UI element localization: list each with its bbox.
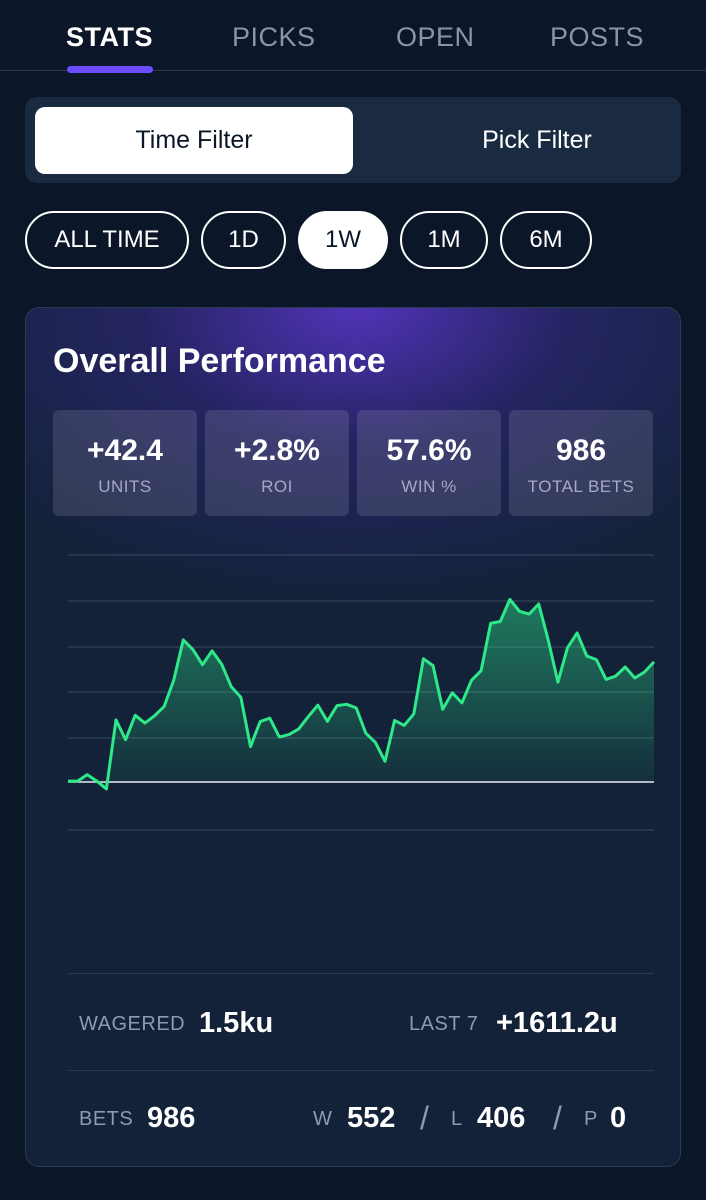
performance-card: Overall Performance +42.4 UNITS +2.8% RO… bbox=[25, 307, 681, 1167]
bets-label: BETS bbox=[79, 1108, 134, 1130]
tab-open[interactable]: OPEN bbox=[396, 22, 475, 52]
losses-label: L bbox=[451, 1108, 463, 1130]
units-chart bbox=[68, 554, 656, 831]
stat-total-bets: 986 TOTAL BETS bbox=[509, 410, 653, 516]
range-6m-button[interactable]: 6M bbox=[500, 211, 592, 269]
chart-area bbox=[68, 599, 654, 789]
stat-label: WIN % bbox=[401, 477, 457, 496]
chart-line bbox=[68, 597, 656, 791]
stat-win-pct: 57.6% WIN % bbox=[357, 410, 501, 516]
tab-stats[interactable]: STATS bbox=[66, 22, 153, 52]
stat-value: +2.8% bbox=[234, 434, 320, 467]
separator: / bbox=[553, 1100, 563, 1136]
active-tab-indicator bbox=[67, 66, 153, 73]
tab-posts[interactable]: POSTS bbox=[550, 22, 645, 52]
range-1d-button[interactable]: 1D bbox=[201, 211, 286, 269]
top-tab-bar: STATS PICKS OPEN POSTS bbox=[0, 0, 706, 73]
last-period-label: LAST 7 bbox=[409, 1013, 479, 1035]
stat-value: 986 bbox=[555, 434, 607, 467]
pushes-value: 0 bbox=[610, 1102, 627, 1134]
card-title: Overall Performance bbox=[53, 342, 386, 380]
stat-value: 57.6% bbox=[386, 434, 472, 467]
time-filter-button[interactable]: Time Filter bbox=[35, 107, 353, 174]
stat-value: +42.4 bbox=[87, 434, 163, 467]
range-all-time-button[interactable]: ALL TIME bbox=[25, 211, 189, 269]
stat-label: ROI bbox=[261, 477, 293, 496]
losses-value: 406 bbox=[477, 1102, 526, 1134]
separator: / bbox=[420, 1100, 430, 1136]
wins-value: 552 bbox=[347, 1102, 396, 1134]
wagered-label: WAGERED bbox=[79, 1013, 186, 1035]
pick-filter-button[interactable]: Pick Filter bbox=[482, 126, 592, 154]
wagered-value: 1.5ku bbox=[199, 1007, 274, 1039]
range-1w-button[interactable]: 1W bbox=[298, 211, 388, 269]
filter-toggle: Time Filter Pick Filter bbox=[25, 97, 681, 183]
stat-units: +42.4 UNITS bbox=[53, 410, 197, 516]
divider bbox=[68, 1070, 654, 1071]
range-1m-button[interactable]: 1M bbox=[400, 211, 488, 269]
bets-value: 986 bbox=[147, 1102, 196, 1134]
stat-label: TOTAL BETS bbox=[527, 477, 635, 496]
divider bbox=[68, 973, 654, 974]
pushes-label: P bbox=[584, 1108, 598, 1130]
last-period-value: +1611.2u bbox=[496, 1007, 618, 1039]
stat-roi: +2.8% ROI bbox=[205, 410, 349, 516]
tab-picks[interactable]: PICKS bbox=[232, 22, 316, 52]
stat-label: UNITS bbox=[98, 477, 152, 496]
wins-label: W bbox=[313, 1108, 333, 1130]
